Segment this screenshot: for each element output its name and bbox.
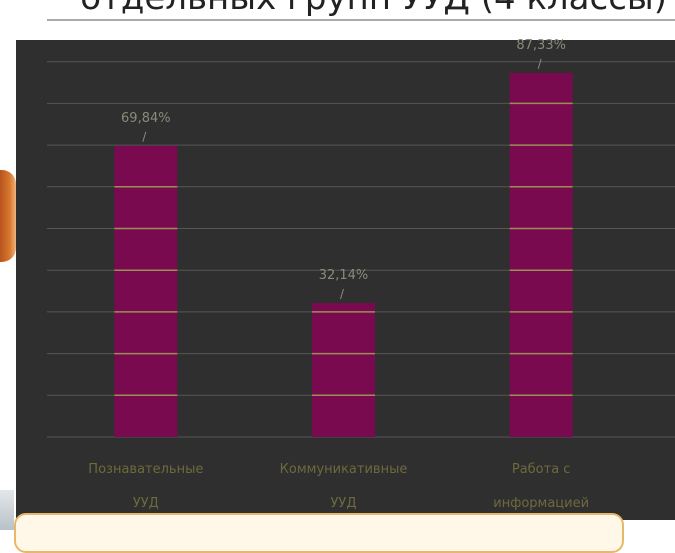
data-label: 32,14% — [319, 268, 369, 283]
chart-title: отдельных групп УУД (4 классы) — [0, 0, 675, 18]
category-label: Познавательные — [88, 462, 203, 477]
data-label-leader — [142, 131, 147, 142]
bar — [509, 72, 573, 438]
decorative-shape — [0, 170, 16, 262]
decorative-shape — [0, 490, 14, 530]
bars — [114, 72, 573, 438]
category-label: Коммуникативные — [280, 462, 408, 477]
labels: 69,84% Познавательные УУД 32,14% Коммуникати… — [88, 38, 589, 511]
data-label-leader — [340, 288, 344, 300]
data-label: 87,33% — [516, 38, 566, 53]
data-label: 69,84% — [121, 111, 171, 126]
note-box — [14, 513, 624, 553]
bar — [114, 145, 178, 437]
bar — [312, 302, 375, 437]
category-label: УУД — [133, 496, 159, 511]
category-label: Работа с — [512, 462, 571, 477]
category-label: информацией — [493, 496, 589, 511]
data-label-leader — [537, 58, 542, 69]
bar-chart: 69,84% Познавательные УУД 32,14% Коммуникати… — [47, 19, 675, 511]
category-label: УУД — [331, 496, 357, 511]
